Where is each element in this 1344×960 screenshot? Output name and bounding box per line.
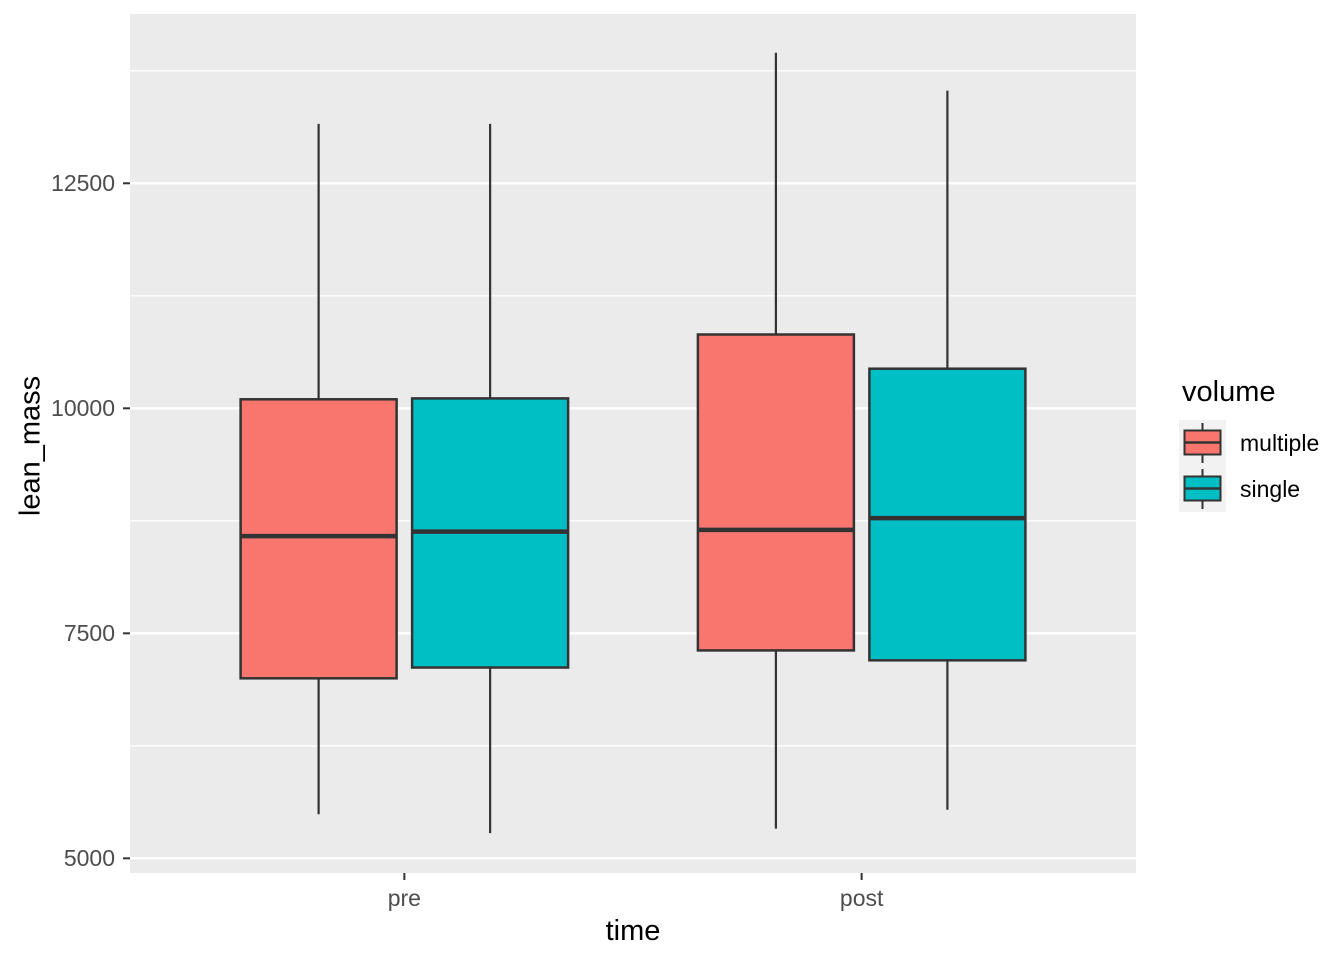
legend-label-single: single bbox=[1240, 475, 1301, 502]
legend-item-multiple: multiple bbox=[1179, 420, 1319, 466]
box-multiple-post bbox=[696, 333, 856, 652]
y-axis-title: lean_mass bbox=[14, 375, 47, 517]
y-tick-label: 7500 bbox=[63, 620, 115, 647]
box-single-post bbox=[868, 367, 1027, 662]
x-tick-label: pre bbox=[387, 885, 421, 911]
legend-label-multiple: multiple bbox=[1240, 429, 1320, 456]
legend-key-single bbox=[1179, 466, 1226, 512]
legend-item-single: single bbox=[1179, 466, 1319, 512]
box-multiple-pre bbox=[239, 398, 398, 680]
boxplot-glyph-icon bbox=[1183, 469, 1222, 509]
y-tick-label: 10000 bbox=[51, 395, 115, 422]
x-axis-title: time bbox=[605, 915, 661, 947]
y-tick-label: 5000 bbox=[63, 845, 115, 872]
legend: volume multiple single bbox=[1179, 376, 1319, 512]
legend-title: volume bbox=[1182, 376, 1276, 408]
y-tick-label: 12500 bbox=[51, 170, 115, 197]
x-tick-label: post bbox=[839, 885, 884, 911]
legend-key-multiple bbox=[1179, 420, 1226, 466]
boxplot-glyph-icon bbox=[1183, 423, 1222, 463]
